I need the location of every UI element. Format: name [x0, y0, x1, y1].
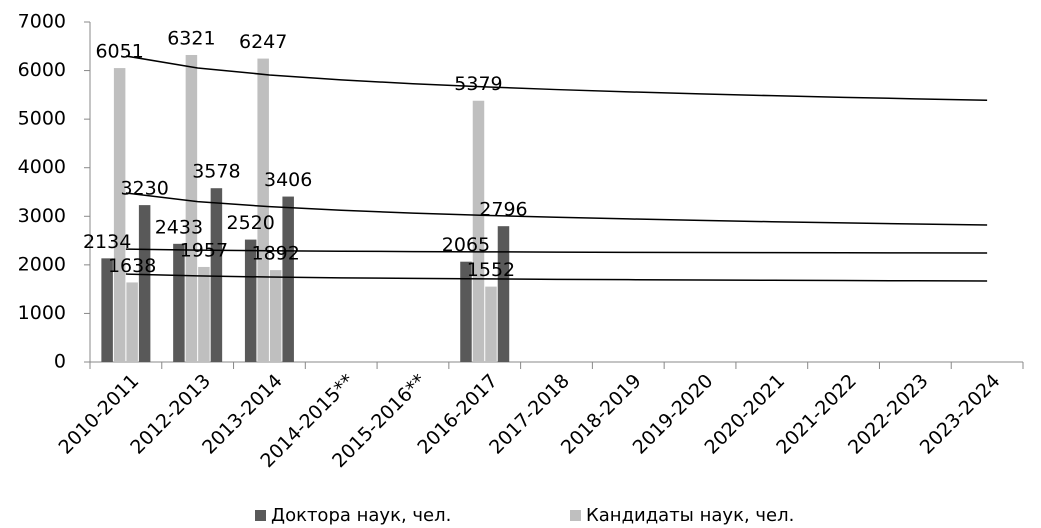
data-label: 5379	[454, 73, 502, 95]
y-tick-label: 5000	[18, 108, 66, 130]
bar	[257, 58, 269, 363]
y-tick-label: 1000	[18, 302, 66, 324]
data-label: 6051	[95, 41, 143, 63]
y-tick-label: 0	[54, 351, 66, 373]
data-label: 1552	[467, 259, 515, 281]
data-label: 2433	[155, 216, 203, 238]
data-label: 6247	[239, 31, 287, 53]
trendline	[125, 248, 988, 254]
data-label: 1892	[251, 243, 299, 265]
bar	[138, 205, 151, 362]
y-tick-label: 2000	[18, 253, 66, 275]
data-label: 2134	[83, 231, 131, 253]
trendline	[125, 273, 988, 282]
bar	[113, 68, 126, 362]
data-label: 2796	[479, 199, 527, 221]
bar	[198, 266, 210, 362]
bar	[282, 196, 294, 362]
bar	[460, 261, 472, 362]
data-label: 2520	[226, 212, 274, 234]
data-label: 3406	[264, 169, 312, 191]
data-label: 3230	[120, 178, 168, 200]
trendline	[125, 55, 988, 101]
trendline	[125, 192, 988, 226]
y-tick-label: 4000	[18, 156, 66, 178]
y-tick-label: 3000	[18, 205, 66, 227]
y-tick-label: 7000	[18, 11, 66, 33]
legend-label: Кандидаты наук, чел.	[586, 505, 794, 526]
bar	[269, 270, 282, 362]
data-label: 1638	[108, 255, 156, 277]
bar	[185, 54, 198, 362]
legend-swatch	[255, 510, 266, 521]
bar	[472, 100, 485, 362]
data-label: 2065	[442, 234, 490, 256]
data-label: 3578	[192, 161, 240, 183]
bar	[126, 282, 138, 362]
y-tick-label: 6000	[18, 59, 66, 81]
bar	[497, 226, 510, 362]
data-label: 6321	[167, 27, 215, 49]
legend-swatch	[570, 510, 581, 521]
bar	[173, 243, 185, 362]
bar	[210, 188, 223, 362]
bar	[244, 239, 257, 362]
bar	[101, 258, 113, 362]
legend-label: Доктора наук, чел.	[271, 505, 451, 526]
bar	[485, 286, 497, 362]
